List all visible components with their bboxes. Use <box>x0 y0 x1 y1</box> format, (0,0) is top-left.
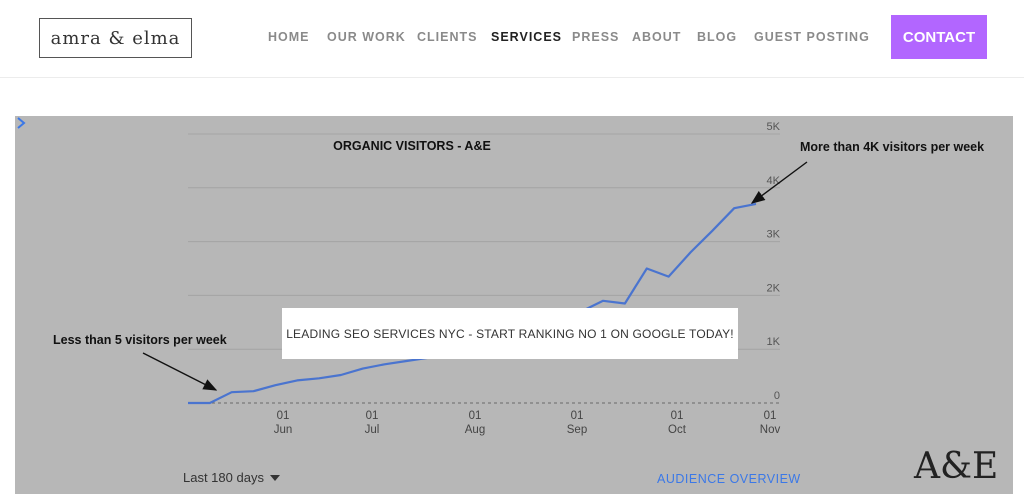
x-tick-day: 01 <box>366 410 379 422</box>
y-tick-label: 2K <box>767 282 781 294</box>
nav-item-our-work[interactable]: OUR WORK <box>327 30 406 44</box>
y-tick-label: 4K <box>767 175 781 187</box>
brand-mark-logo: A&E <box>914 446 999 487</box>
annotation-high-arrow <box>750 161 808 204</box>
series-line <box>188 202 757 405</box>
x-tick-day: 01 <box>469 410 482 422</box>
x-tick-month: Jun <box>274 424 293 436</box>
x-tick-month: Nov <box>760 424 781 436</box>
x-tick-day: 01 <box>764 410 777 422</box>
nav-item-guest-posting[interactable]: GUEST POSTING <box>754 30 870 44</box>
caret-down-icon <box>269 474 280 481</box>
x-tick-month: Jul <box>365 424 380 436</box>
contact-button[interactable]: CONTACT <box>891 15 987 59</box>
y-tick-label: 3K <box>767 229 781 241</box>
annotation-low-arrow <box>142 352 218 391</box>
date-range-select[interactable]: Last 180 days <box>183 470 280 485</box>
chart-title: ORGANIC VISITORS - A&E <box>333 139 491 153</box>
promo-banner[interactable]: LEADING SEO SERVICES NYC - START RANKING… <box>282 308 738 359</box>
nav-item-press[interactable]: PRESS <box>572 30 620 44</box>
nav-item-services[interactable]: SERVICES <box>491 30 562 44</box>
audience-overview-link[interactable]: AUDIENCE OVERVIEW <box>657 472 801 486</box>
nav-item-blog[interactable]: BLOG <box>697 30 738 44</box>
y-tick-label: 1K <box>767 336 781 348</box>
x-tick-day: 01 <box>277 410 290 422</box>
nav-item-about[interactable]: ABOUT <box>632 30 682 44</box>
x-tick-month: Sep <box>567 424 587 436</box>
hero-chart-image: 0 1K 2K 3K 4K 5K 01 Jun 01 Jul 01 Aug 01 Sep 01 Oct 01 N… <box>15 116 1013 494</box>
annotation-high: More than 4K visitors per week <box>800 140 984 154</box>
site-header: amra & elma HOME OUR WORK CLIENTS SERVIC… <box>0 0 1024 78</box>
x-tick-month: Oct <box>668 424 687 436</box>
y-tick-label: 5K <box>767 121 781 133</box>
y-tick-label: 0 <box>774 390 780 402</box>
nav-item-clients[interactable]: CLIENTS <box>417 30 478 44</box>
x-tick-day: 01 <box>571 410 584 422</box>
chevron-right-icon[interactable] <box>15 116 27 130</box>
annotation-low: Less than 5 visitors per week <box>53 333 227 347</box>
date-range-label: Last 180 days <box>183 470 264 485</box>
nav-item-home[interactable]: HOME <box>268 30 310 44</box>
x-tick-day: 01 <box>671 410 684 422</box>
visitors-chart: 0 1K 2K 3K 4K 5K 01 Jun 01 Jul 01 Aug 01 Sep 01 Oct 01 N… <box>53 121 984 436</box>
site-logo[interactable]: amra & elma <box>39 18 192 58</box>
x-tick-month: Aug <box>465 424 485 436</box>
